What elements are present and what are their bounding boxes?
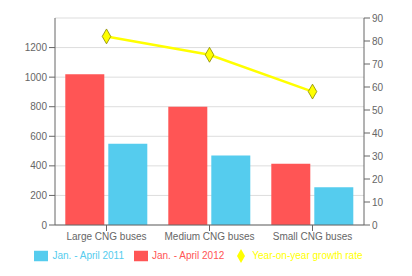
svg-text:50: 50: [372, 105, 384, 116]
svg-text:Medium CNG buses: Medium CNG buses: [164, 231, 254, 242]
svg-text:70: 70: [372, 59, 384, 70]
svg-text:30: 30: [372, 151, 384, 162]
svg-text:Large CNG buses: Large CNG buses: [66, 231, 146, 242]
svg-text:0: 0: [41, 220, 47, 231]
svg-text:200: 200: [30, 190, 47, 201]
svg-text:20: 20: [372, 174, 384, 185]
svg-text:10: 10: [372, 197, 384, 208]
html-text:Jan. - April 2012: Jan. - April 2012: [152, 249, 225, 261]
svg-text:800: 800: [30, 101, 47, 112]
svg-text:400: 400: [30, 160, 47, 171]
svg-text:Small CNG buses: Small CNG buses: [273, 231, 352, 242]
svg-text:0: 0: [372, 220, 378, 231]
svg-text:60: 60: [372, 82, 384, 93]
svg-text:1200: 1200: [25, 42, 48, 53]
svg-text:1000: 1000: [25, 72, 48, 83]
html-text:Year-on-year growth rate: Year-on-year growth rate: [252, 249, 363, 261]
svg-text:80: 80: [372, 36, 384, 47]
svg-text:600: 600: [30, 131, 47, 142]
html-text:Jan. - April 2011: Jan. - April 2011: [52, 249, 124, 261]
svg-text:90: 90: [372, 13, 384, 24]
svg-text:40: 40: [372, 128, 384, 139]
